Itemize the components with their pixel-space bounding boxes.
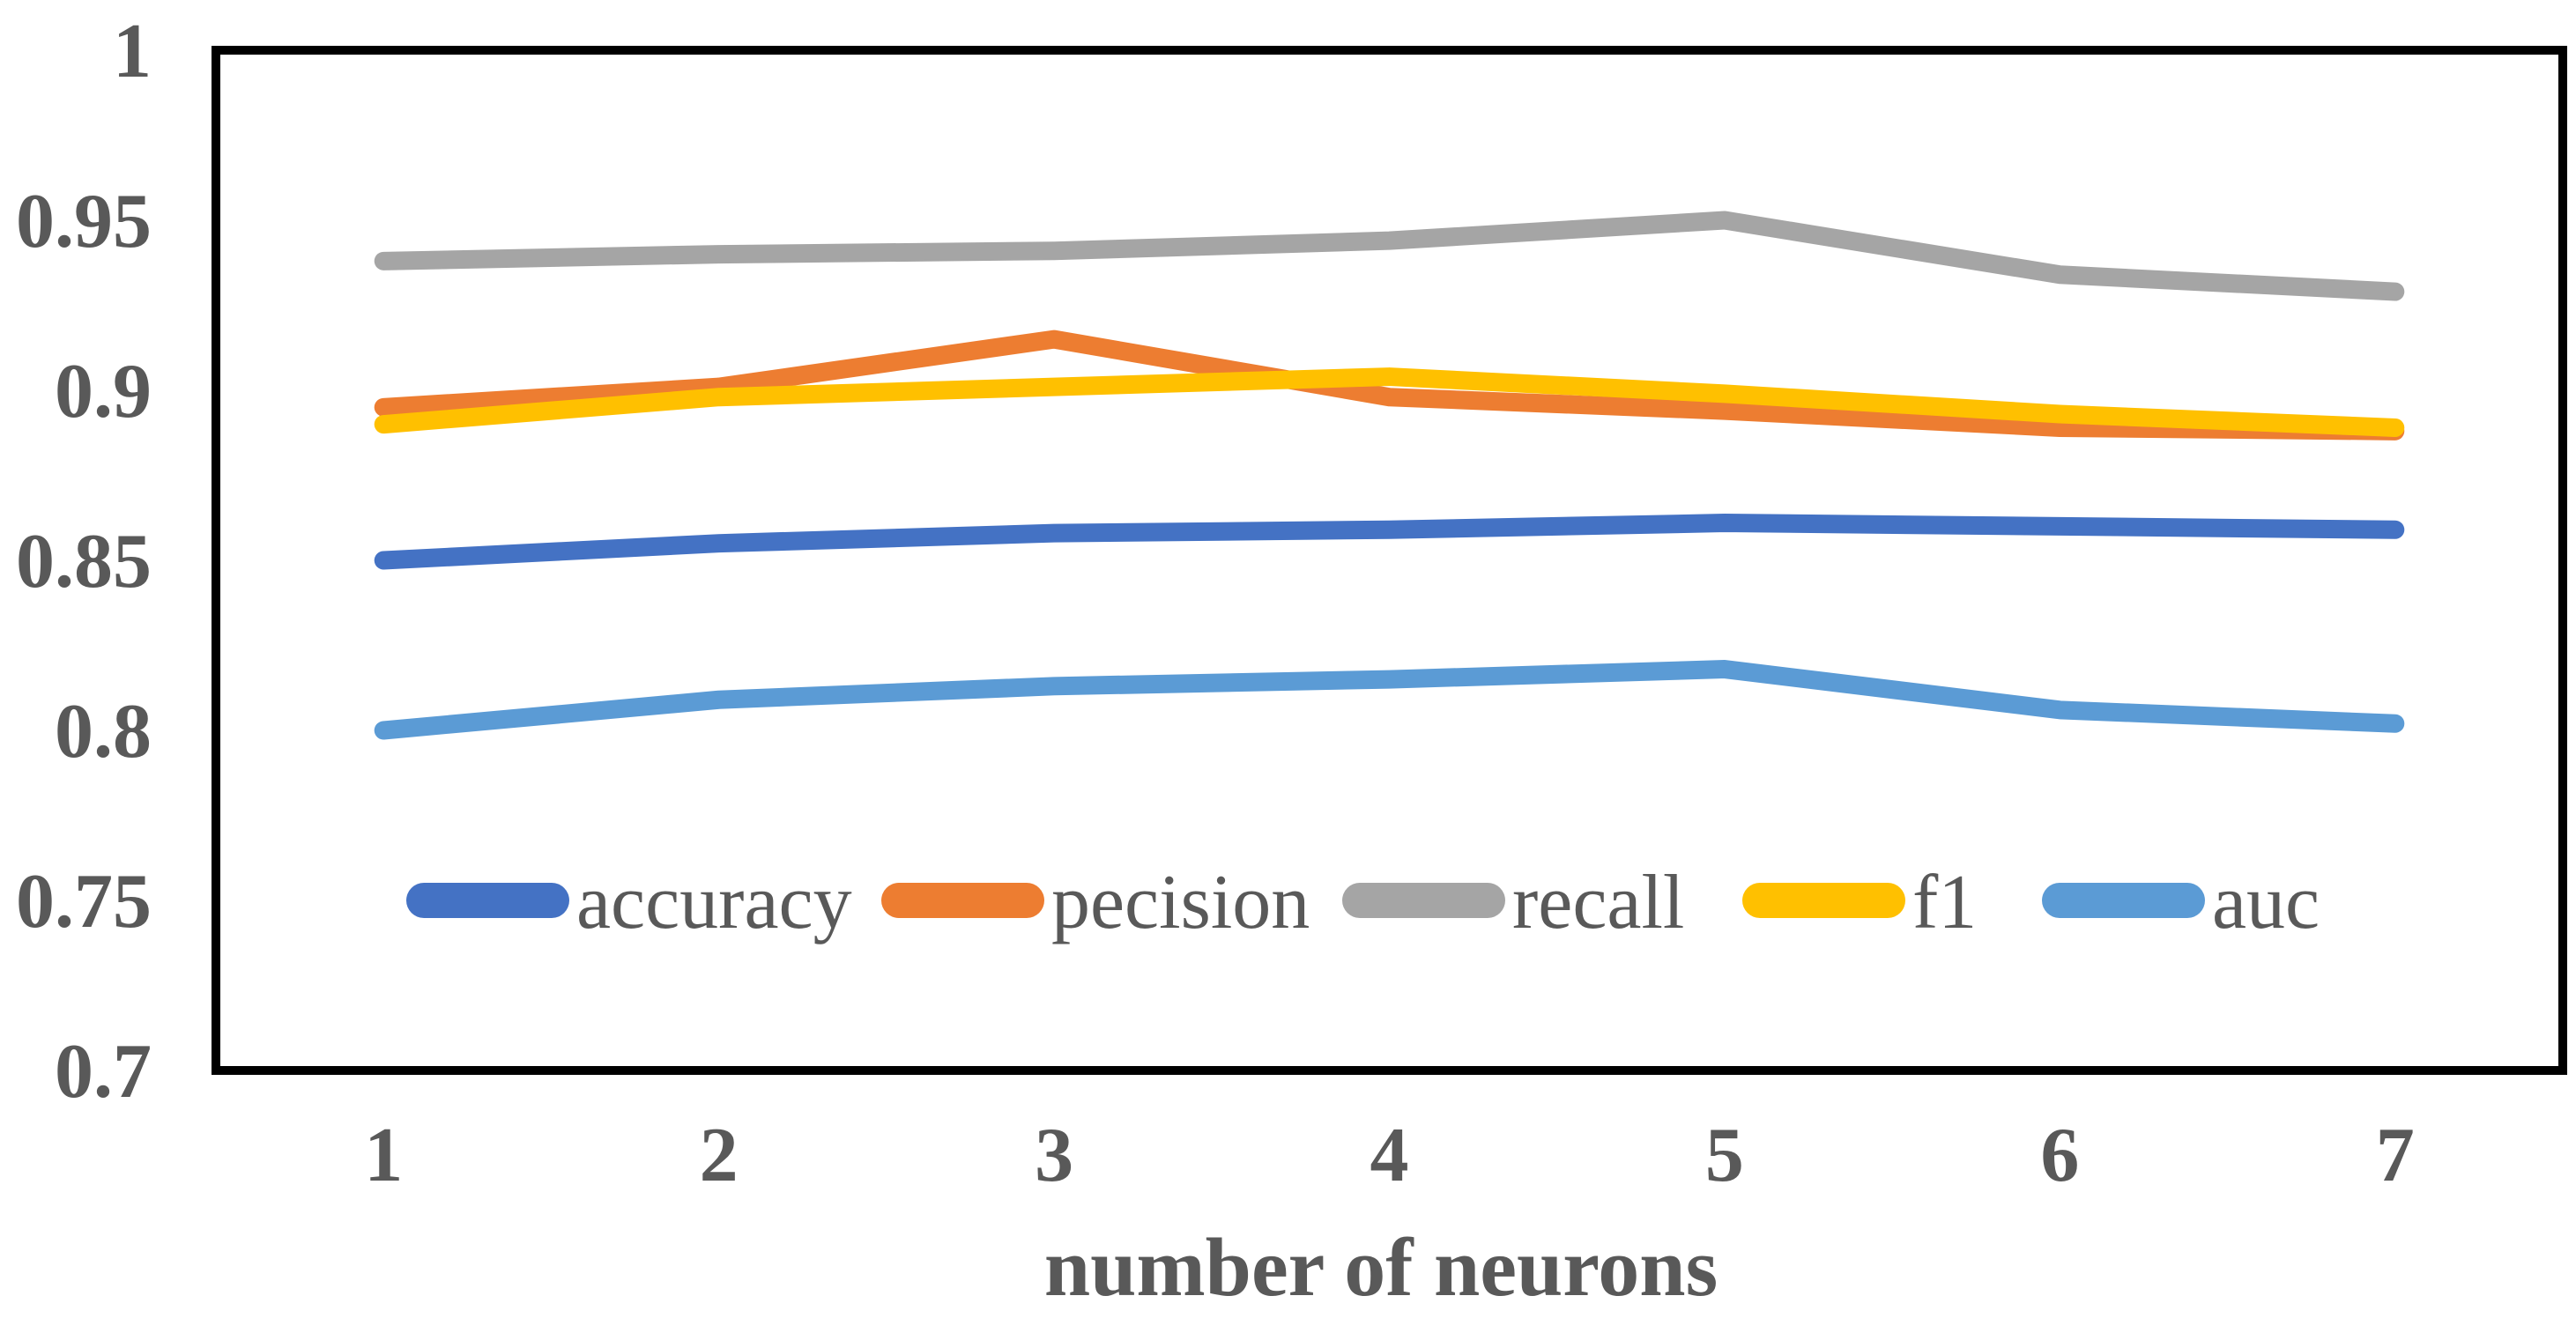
y-tick-label: 0.75 — [16, 859, 152, 944]
legend-label: recall — [1512, 860, 1684, 945]
x-tick-label: 7 — [2376, 1113, 2415, 1198]
legend-label: auc — [2212, 860, 2320, 945]
series-line-pecision — [374, 330, 2405, 441]
y-tick-label: 1 — [113, 9, 152, 94]
series-line-accuracy — [374, 514, 2405, 570]
legend-item: accuracy — [406, 860, 852, 945]
legend-label: pecision — [1051, 860, 1310, 945]
legend-item: recall — [1342, 860, 1684, 945]
plot-border — [212, 46, 2567, 1075]
x-tick-label: 6 — [2040, 1113, 2079, 1198]
legend-label: accuracy — [576, 860, 852, 945]
y-tick-label: 0.85 — [16, 519, 152, 604]
legend: accuracy pecision recall f1 auc — [406, 860, 2320, 945]
series-line-recall — [374, 211, 2405, 301]
x-tick-label: 3 — [1035, 1113, 1073, 1198]
x-tick-label: 1 — [364, 1113, 403, 1198]
series-line-f1 — [374, 367, 2405, 437]
y-tick-label: 0.9 — [55, 349, 152, 434]
legend-item: f1 — [1742, 860, 1977, 945]
x-axis-title: number of neurons — [1044, 1222, 1718, 1314]
legend-item: pecision — [881, 860, 1310, 945]
legend-label: f1 — [1912, 860, 1977, 945]
legend-item: auc — [2042, 860, 2320, 945]
series-line-auc — [374, 660, 2405, 740]
x-tick-label: 5 — [1705, 1113, 1744, 1198]
x-tick-label: 2 — [700, 1113, 739, 1198]
y-tick-label: 0.95 — [16, 179, 152, 264]
y-tick-label: 0.8 — [55, 689, 152, 774]
x-tick-label: 4 — [1370, 1113, 1409, 1198]
y-tick-label: 0.7 — [55, 1029, 152, 1115]
